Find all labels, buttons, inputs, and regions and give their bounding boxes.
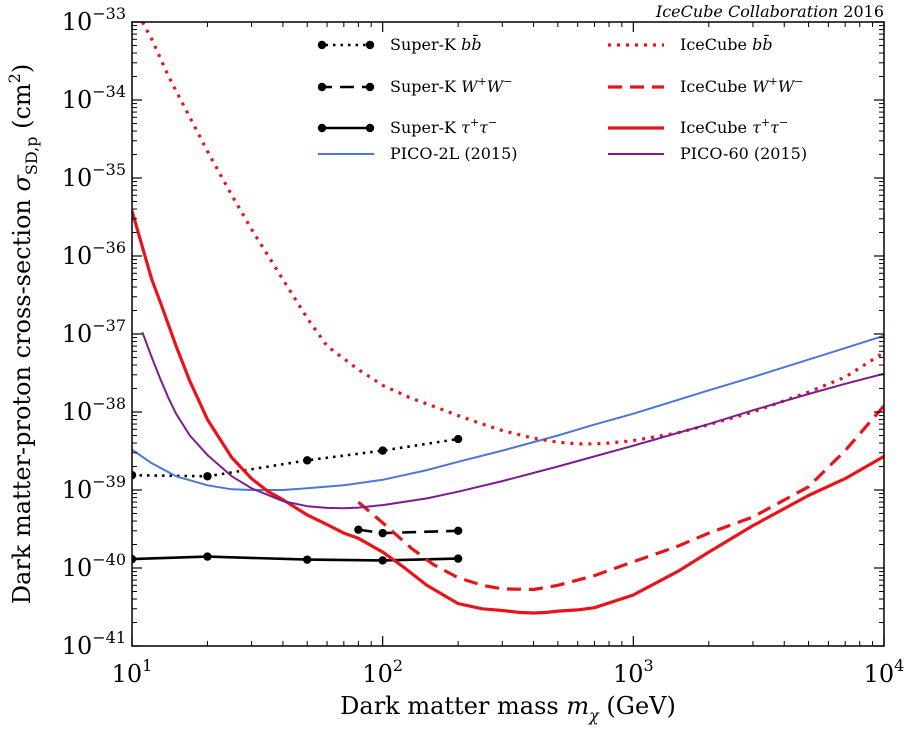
y-tick-label: 10−33 bbox=[62, 4, 126, 36]
y-tick-label: 10−38 bbox=[62, 394, 126, 426]
data-point-super-k-bb bbox=[203, 472, 212, 481]
legend-item-super-k: Super-K τ+τ− bbox=[317, 116, 497, 137]
legend-label: PICO-2L (2015) bbox=[390, 144, 518, 163]
data-point-super-k bbox=[453, 554, 463, 563]
data-point-super-k bbox=[378, 556, 387, 565]
legend-item-pico-60-2015: PICO-60 (2015) bbox=[608, 144, 807, 163]
series-line-pico-2l-2015 bbox=[132, 334, 884, 491]
y-tick-label: 10−35 bbox=[62, 160, 126, 192]
data-point-super-k bbox=[303, 555, 312, 564]
legend-item-icecube-bb: IceCube bb̄ bbox=[608, 33, 773, 54]
data-point-super-k-bb bbox=[132, 470, 137, 480]
x-tick-label: 101 bbox=[112, 656, 153, 688]
y-tick-label: 10−39 bbox=[62, 472, 126, 504]
series-line-icecube-w-w bbox=[357, 404, 884, 592]
series-line-super-k-w-w bbox=[358, 528, 459, 535]
x-tick-label: 102 bbox=[362, 656, 403, 688]
legend-item-icecube: IceCube τ+τ− bbox=[608, 116, 788, 137]
x-tick-label: 104 bbox=[864, 656, 905, 688]
y-tick-label: 10−41 bbox=[62, 628, 126, 660]
legend-label: IceCube W+W− bbox=[680, 75, 803, 96]
legend-marker bbox=[317, 82, 327, 92]
plot-frame bbox=[131, 21, 885, 647]
y-tick-label: 10−34 bbox=[62, 82, 126, 114]
legend-label: Super-K W+W− bbox=[390, 75, 512, 96]
data-point-super-k bbox=[203, 552, 212, 561]
legend-item-super-k-w-w: Super-K W+W− bbox=[317, 75, 512, 96]
data-series-layer bbox=[132, 22, 884, 615]
legend-marker bbox=[365, 123, 375, 133]
legend-item-pico-2l-2015: PICO-2L (2015) bbox=[318, 144, 518, 163]
series-line-pico-60-2015 bbox=[141, 331, 884, 510]
legend-label: IceCube τ+τ− bbox=[680, 116, 788, 137]
legend-label: Super-K τ+τ− bbox=[390, 116, 497, 137]
legend-marker bbox=[365, 40, 375, 50]
x-tick-label: 103 bbox=[613, 656, 654, 688]
data-point-super-k-bb bbox=[303, 456, 312, 465]
x-axis-label: Dark matter mass mχ (GeV) bbox=[340, 692, 676, 725]
y-tick-label: 10−40 bbox=[62, 550, 126, 582]
data-point-super-k bbox=[132, 554, 137, 564]
legend-marker bbox=[365, 82, 375, 92]
axis-ticks-layer bbox=[131, 21, 885, 647]
data-point-super-k-w-w bbox=[378, 528, 387, 538]
data-point-super-k-bb bbox=[453, 434, 463, 444]
series-line-icecube bbox=[132, 210, 884, 615]
data-point-super-k-bb bbox=[378, 446, 387, 455]
data-point-super-k-w-w bbox=[354, 525, 363, 534]
series-line-super-k-bb bbox=[132, 437, 459, 478]
y-axis-label: Dark matter-proton cross-section σSD,p (… bbox=[5, 64, 41, 604]
legend-label: PICO-60 (2015) bbox=[680, 144, 807, 163]
legend-marker bbox=[317, 40, 327, 50]
y-tick-label: 10−36 bbox=[62, 238, 126, 270]
legend: Super-K bb̄ Super-K W+W− Super-K τ+τ− PICO-… bbox=[317, 33, 807, 163]
series-line-super-k bbox=[132, 555, 459, 562]
legend-item-super-k-bb: Super-K bb̄ bbox=[317, 33, 482, 54]
legend-label: Super-K bb̄ bbox=[390, 33, 482, 54]
legend-item-icecube-w-w: IceCube W+W− bbox=[608, 75, 803, 96]
chart-credit: IceCube Collaboration 2016 bbox=[655, 2, 884, 21]
data-point-super-k-w-w bbox=[453, 526, 463, 535]
y-tick-label: 10−37 bbox=[62, 316, 126, 348]
legend-marker bbox=[317, 123, 327, 133]
axis-labels-layer: 101 102 103 104 10−41 10−40 10−39 10−38 10−37 10−… bbox=[5, 4, 904, 725]
legend-label: IceCube bb̄ bbox=[680, 33, 773, 54]
